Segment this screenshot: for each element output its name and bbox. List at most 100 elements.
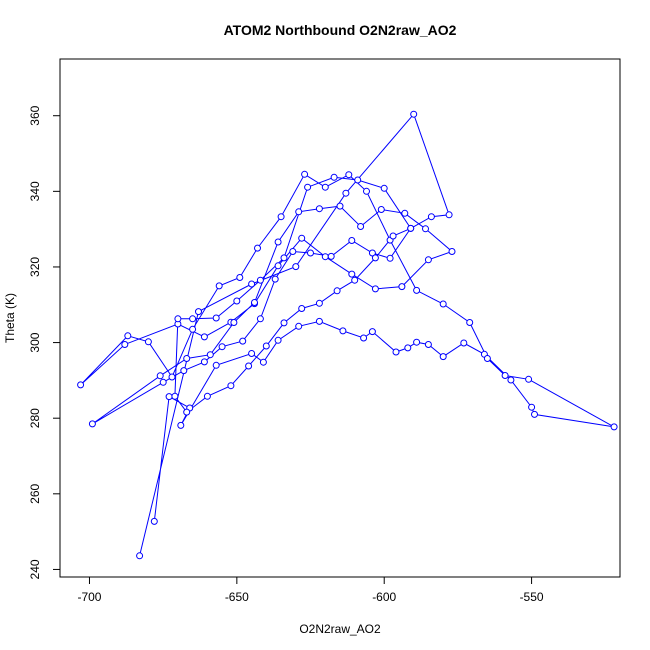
data-point xyxy=(212,314,220,322)
data-point xyxy=(439,353,447,361)
data-point xyxy=(251,299,258,306)
data-point xyxy=(298,305,306,312)
data-point xyxy=(368,249,376,257)
data-point xyxy=(274,336,282,344)
data-point xyxy=(259,358,267,366)
data-point xyxy=(195,308,202,316)
data-point xyxy=(401,209,409,217)
data-point xyxy=(183,408,191,416)
x-tick-label: -650 xyxy=(225,590,249,604)
y-tick-label: 320 xyxy=(28,257,42,277)
data-point xyxy=(88,420,96,428)
data-point xyxy=(248,280,256,288)
data-point xyxy=(262,342,270,350)
data-point xyxy=(410,110,418,118)
series-line xyxy=(80,113,615,556)
data-point xyxy=(203,392,211,400)
data-point xyxy=(330,173,338,181)
data-point xyxy=(280,319,288,327)
data-point xyxy=(386,254,394,262)
x-tick-label: -550 xyxy=(520,590,544,604)
data-point xyxy=(136,552,144,560)
data-point xyxy=(183,355,191,362)
data-point xyxy=(321,183,329,191)
data-point xyxy=(315,317,323,325)
data-point xyxy=(345,171,353,179)
data-point xyxy=(363,187,370,195)
y-axis: 240 260 280 300 320 340 360 xyxy=(28,105,61,579)
data-point xyxy=(528,403,536,411)
data-point xyxy=(610,423,618,431)
data-point xyxy=(392,348,400,356)
data-point xyxy=(342,189,350,197)
data-point xyxy=(174,315,182,323)
data-point xyxy=(295,208,303,216)
data-point xyxy=(357,223,365,230)
data-point xyxy=(254,244,261,252)
data-point xyxy=(339,327,347,335)
data-point xyxy=(389,232,397,240)
data-point xyxy=(150,517,158,525)
chart-title: ATOM2 Northbound O2N2raw_AO2 xyxy=(224,22,457,38)
series-layer xyxy=(77,110,618,560)
data-point xyxy=(304,183,312,191)
data-point xyxy=(171,392,179,400)
data-point xyxy=(274,262,282,270)
data-point xyxy=(295,322,303,330)
data-point xyxy=(271,275,279,283)
data-point xyxy=(121,341,129,348)
data-point xyxy=(165,393,173,401)
data-point xyxy=(206,351,214,359)
y-axis-label: Theta (K) xyxy=(3,293,17,343)
data-point xyxy=(256,276,264,284)
data-point xyxy=(180,367,188,375)
data-point xyxy=(424,256,432,264)
data-point xyxy=(236,274,244,281)
data-point xyxy=(315,299,323,307)
data-point xyxy=(354,176,362,184)
data-point xyxy=(333,287,341,295)
data-point xyxy=(274,238,282,246)
data-point xyxy=(466,319,474,326)
y-tick-label: 340 xyxy=(28,181,42,201)
data-point xyxy=(380,184,388,192)
data-point xyxy=(351,276,359,284)
data-point xyxy=(525,375,533,383)
y-tick-label: 360 xyxy=(28,105,42,125)
data-point xyxy=(377,206,385,213)
data-point xyxy=(460,339,468,347)
x-axis-label: O2N2raw_AO2 xyxy=(299,622,381,636)
data-point xyxy=(315,205,323,213)
data-point xyxy=(189,315,197,323)
data-point xyxy=(448,248,456,255)
data-point xyxy=(501,372,509,379)
data-point xyxy=(531,410,538,418)
data-point xyxy=(321,253,329,261)
plot-frame xyxy=(59,58,621,578)
data-point xyxy=(227,382,235,390)
data-point xyxy=(159,378,167,386)
data-point xyxy=(483,355,491,362)
x-axis: -700 -650 -600 -550 xyxy=(77,576,544,604)
data-point xyxy=(144,338,152,346)
data-point xyxy=(348,237,356,244)
data-point xyxy=(427,213,435,221)
data-point xyxy=(230,319,238,326)
data-point xyxy=(280,254,288,262)
data-point xyxy=(248,350,256,357)
data-point xyxy=(292,263,300,271)
data-point xyxy=(189,325,197,333)
data-point xyxy=(371,254,379,262)
data-point xyxy=(245,362,253,370)
data-point xyxy=(77,381,85,389)
data-point xyxy=(413,338,421,346)
x-tick-label: -700 xyxy=(77,590,101,604)
data-point xyxy=(124,332,132,340)
data-point xyxy=(256,315,264,323)
data-point xyxy=(368,328,376,336)
data-point xyxy=(327,252,335,260)
data-point xyxy=(218,343,226,351)
data-point xyxy=(289,248,297,255)
data-point xyxy=(360,334,368,342)
